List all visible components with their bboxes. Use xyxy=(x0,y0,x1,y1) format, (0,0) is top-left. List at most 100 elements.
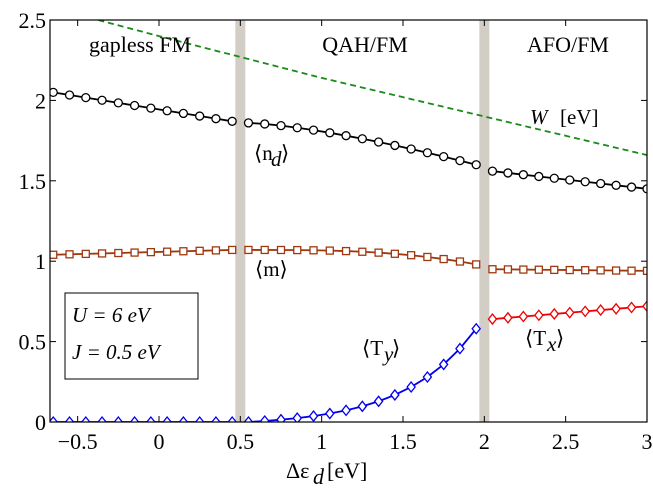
data-point xyxy=(390,140,400,151)
x-axis-title-main: Δε xyxy=(286,458,309,483)
data-point xyxy=(596,266,605,275)
data-point xyxy=(422,370,433,384)
data-point xyxy=(64,90,75,100)
params-box-frame xyxy=(64,292,199,380)
data-point xyxy=(325,246,334,255)
data-point xyxy=(533,309,544,322)
data-point xyxy=(358,247,367,256)
data-point xyxy=(259,414,270,422)
y-tick-label: 0.5 xyxy=(19,330,47,355)
annotation-nd-main: ⟨n xyxy=(254,141,273,165)
annotation-tx-sub: x xyxy=(546,332,557,356)
ticks: −0.5 0 0.5 1 1.5 2 2.5 3 0 0.5 1 1.5 2 2.5 xyxy=(19,8,653,454)
data-point xyxy=(374,248,383,257)
data-point xyxy=(611,302,621,315)
x-axis-title-sub: d xyxy=(313,464,325,489)
data-point xyxy=(325,128,335,138)
series-line xyxy=(53,91,233,123)
annotation-w-unit: [eV] xyxy=(560,105,598,129)
data-point xyxy=(439,254,448,264)
data-point xyxy=(642,266,647,275)
data-point xyxy=(565,175,575,185)
data-point xyxy=(503,168,513,178)
data-point xyxy=(81,92,91,103)
data-point xyxy=(178,108,189,119)
data-point xyxy=(519,265,528,274)
data-point xyxy=(595,304,606,317)
data-point xyxy=(503,265,513,274)
data-point xyxy=(308,410,319,422)
data-point xyxy=(406,251,416,260)
data-point xyxy=(227,415,238,422)
annotation-nd-sub: d xyxy=(271,147,282,171)
data-point xyxy=(487,313,498,326)
data-point xyxy=(406,144,416,154)
data-point xyxy=(146,415,156,422)
series-1 xyxy=(50,87,647,194)
data-point xyxy=(534,171,544,182)
data-point xyxy=(130,248,139,257)
data-point xyxy=(211,415,221,422)
data-point xyxy=(422,148,433,158)
data-point xyxy=(581,266,590,275)
series-layer xyxy=(50,20,647,422)
data-point xyxy=(260,119,270,129)
data-point xyxy=(439,151,449,162)
params-box: U = 6 eV J = 0.5 eV xyxy=(64,292,199,380)
annotation-ty-sub: y xyxy=(382,342,394,366)
data-point xyxy=(564,306,575,319)
series-2 xyxy=(50,245,647,275)
data-point xyxy=(65,250,74,259)
data-point xyxy=(341,131,351,141)
data-point xyxy=(211,246,221,255)
annotation-ty-main: ⟨T xyxy=(362,336,383,360)
data-point xyxy=(626,301,637,314)
x-tick-label: 0 xyxy=(153,429,164,454)
annotation-ty: ⟨T y ⟩ xyxy=(362,336,400,366)
data-point xyxy=(390,249,400,258)
data-point xyxy=(373,137,384,147)
params-line-u: U = 6 eV xyxy=(72,303,152,327)
phase-boundaries xyxy=(235,20,490,422)
data-point xyxy=(228,245,237,255)
data-point xyxy=(549,307,560,320)
annotation-tx-main: ⟨T xyxy=(525,326,546,350)
x-tick-label: 0.5 xyxy=(227,429,255,454)
data-point xyxy=(565,265,574,275)
data-point xyxy=(293,245,302,255)
data-point xyxy=(211,114,221,124)
data-point xyxy=(178,415,189,422)
data-point xyxy=(276,413,286,422)
data-point xyxy=(472,260,481,269)
data-point xyxy=(518,170,529,180)
data-point xyxy=(292,412,303,422)
data-point xyxy=(626,182,637,192)
data-point xyxy=(97,415,107,422)
data-point xyxy=(260,245,269,255)
data-point xyxy=(373,395,384,408)
data-point xyxy=(357,134,367,144)
annotation-m: ⟨m⟩ xyxy=(255,257,288,281)
y-tick-label: 1.5 xyxy=(19,169,47,194)
data-point xyxy=(129,100,140,111)
data-point xyxy=(642,300,647,313)
data-point xyxy=(534,265,543,274)
data-point xyxy=(81,249,90,259)
x-axis-title: Δε d [eV] xyxy=(286,458,367,489)
data-point xyxy=(80,415,91,422)
series-3 xyxy=(50,322,482,422)
data-point xyxy=(580,305,591,318)
x-axis-title-unit: [eV] xyxy=(327,458,367,483)
data-point xyxy=(308,125,319,135)
data-point xyxy=(595,178,606,189)
data-point xyxy=(341,246,351,256)
data-point xyxy=(642,184,647,194)
data-point xyxy=(162,415,172,422)
data-point xyxy=(64,415,75,422)
phase-boundary-1 xyxy=(479,20,490,422)
data-point xyxy=(487,166,498,176)
data-point xyxy=(550,265,559,275)
data-point xyxy=(455,257,465,266)
data-point xyxy=(146,247,156,257)
